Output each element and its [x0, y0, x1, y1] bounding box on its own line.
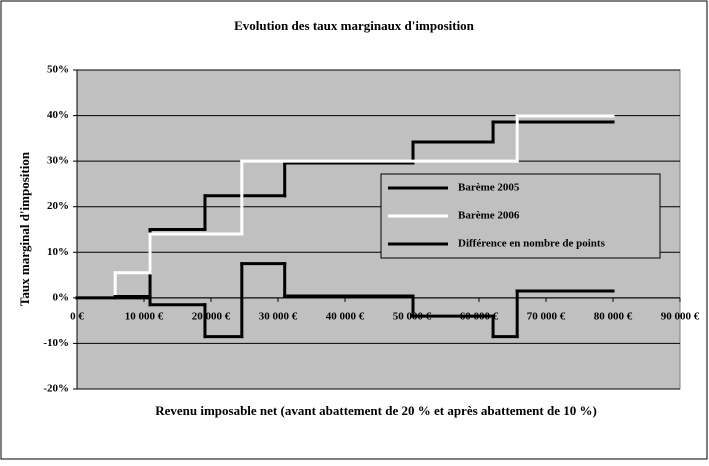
x-tick-label: 10 000 € — [125, 310, 164, 322]
x-tick-label: 70 000 € — [527, 310, 566, 322]
legend-label: Différence en nombre de points — [458, 238, 606, 250]
x-tick-label: 40 000 € — [326, 310, 365, 322]
y-tick-label: 30% — [47, 155, 69, 167]
x-tick-label: 80 000 € — [594, 310, 633, 322]
chart-title: Evolution des taux marginaux d'impositio… — [234, 18, 475, 33]
y-tick-label: -10% — [43, 337, 69, 349]
x-axis-label: Revenu imposable net (avant abattement d… — [155, 403, 597, 418]
legend-label: Barème 2006 — [458, 210, 520, 222]
y-tick-label: 0% — [53, 291, 70, 303]
y-tick-label: 20% — [47, 200, 69, 212]
y-tick-label: -20% — [43, 383, 69, 395]
y-tick-label: 40% — [47, 109, 69, 121]
y-tick-label: 10% — [47, 246, 69, 258]
legend-label: Barème 2005 — [458, 182, 520, 194]
y-tick-label: 50% — [47, 64, 69, 76]
x-tick-label: 30 000 € — [259, 310, 298, 322]
y-axis-label: Taux marginal d'imposition — [17, 151, 32, 306]
x-tick-label: 20 000 € — [192, 310, 231, 322]
x-tick-label: 90 000 € — [661, 310, 700, 322]
